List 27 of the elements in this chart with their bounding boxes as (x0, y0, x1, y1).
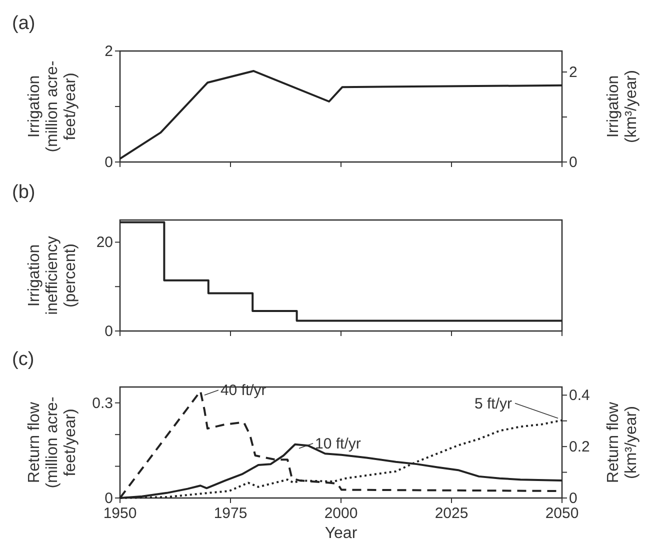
series-label: 5 ft/yr (474, 395, 512, 412)
chart-title: (b) (12, 182, 36, 203)
x-tick-label: 1950 (103, 505, 137, 522)
y2-axis-title: Return flow (km³/year) (605, 402, 640, 483)
chart-title: (a) (12, 13, 36, 34)
x-tick-label: 1975 (214, 505, 248, 522)
y-tick-label: 0 (104, 490, 113, 507)
series-label: 10 ft/yr (315, 435, 361, 452)
chart-title: (c) (12, 349, 34, 370)
x-tick-label: 2000 (324, 505, 358, 522)
x-axis-title: Year (324, 525, 358, 542)
y-tick-label: 0 (104, 154, 113, 171)
y2-tick-label: 0 (569, 490, 578, 507)
y-tick-label: 0.3 (92, 394, 113, 412)
y-axis-title: Irrigation (million acre- feet/year) (26, 60, 79, 152)
y2-axis-title: Irrigation (km³/year) (605, 70, 640, 143)
y-axis-title: Return flow (million acre- feet/year) (26, 396, 79, 488)
y2-tick-label: 0 (569, 154, 578, 171)
y-tick-label: 20 (96, 234, 113, 252)
x-tick-label: 2025 (434, 505, 468, 522)
y2-tick-label: 0.4 (569, 387, 590, 404)
y-tick-label: 0 (104, 323, 113, 340)
y-tick-label: 2 (104, 43, 113, 60)
y2-tick-label: 0.2 (569, 438, 590, 456)
y-axis-title: Irrigation inefficiency (percent) (26, 236, 79, 315)
y2-tick-label: 2 (569, 64, 578, 82)
x-tick-label: 2050 (545, 505, 579, 522)
